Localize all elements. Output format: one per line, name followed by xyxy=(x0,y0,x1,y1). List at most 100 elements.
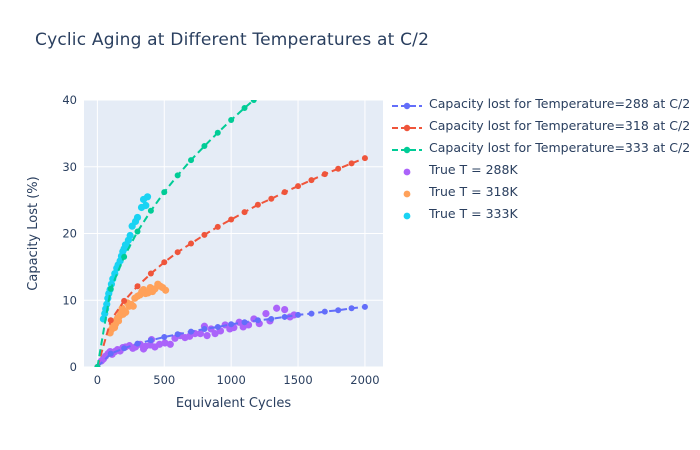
fit-line-marker xyxy=(161,333,168,340)
fit-line-marker xyxy=(268,315,275,322)
legend-item-label: True T = 318K xyxy=(429,183,518,199)
fit-line-marker xyxy=(94,364,101,367)
fit-line-marker xyxy=(250,100,257,103)
fit-line-marker xyxy=(174,172,181,179)
x-tick-label: 500 xyxy=(153,373,175,387)
legend-item-fit-318[interactable]: Capacity lost for Temperature=318 at C/2 xyxy=(390,114,695,136)
scatter-point xyxy=(273,304,281,312)
fit-line-marker xyxy=(241,319,248,326)
legend-item-label: Capacity lost for Temperature=333 at C/2 xyxy=(429,139,691,155)
fit-line-marker xyxy=(254,317,261,324)
y-axis-title: Capacity Lost (%) xyxy=(26,176,41,290)
fit-line-marker xyxy=(121,253,128,260)
scatter-series-333k xyxy=(99,193,152,323)
chart-title: Cyclic Aging at Different Temperatures a… xyxy=(35,30,430,50)
fit-line-marker xyxy=(361,303,368,310)
legend-item-label: True T = 288K xyxy=(429,161,518,177)
fit-line-marker xyxy=(241,209,248,216)
scatter-point xyxy=(281,305,289,314)
scatter-point xyxy=(196,330,204,338)
fit-line-marker xyxy=(121,345,128,352)
fit-line-marker xyxy=(214,129,221,136)
fit-line-marker xyxy=(295,311,302,318)
scatter-point xyxy=(262,310,270,318)
fit-line-marker xyxy=(308,177,315,184)
fit-line-marker xyxy=(295,183,302,190)
legend-item-true-318[interactable]: True T = 318K xyxy=(390,180,695,202)
legend-item-fit-333[interactable]: Capacity lost for Temperature=333 at C/2 xyxy=(390,136,695,158)
scatter-point xyxy=(211,330,219,338)
legend-item-label: True T = 333K xyxy=(429,205,518,221)
fit-line-marker xyxy=(281,189,288,196)
scatter-point xyxy=(122,308,130,316)
data-layer xyxy=(94,100,368,367)
legend-line-symbol-318 xyxy=(390,119,424,132)
fit-line-marker xyxy=(335,165,342,172)
scatter-point xyxy=(129,302,137,310)
legend-item-true-288[interactable]: True T = 288K xyxy=(390,158,695,180)
fit-line-marker xyxy=(201,231,208,238)
y-tick-label: 0 xyxy=(70,360,77,374)
fit-line-marker xyxy=(268,195,275,202)
fit-line-marker xyxy=(134,283,141,290)
fit-line-marker xyxy=(214,323,221,330)
fit-line-marker xyxy=(121,297,128,304)
fit-line-marker xyxy=(188,157,195,164)
legend-line-symbol-333 xyxy=(390,141,424,154)
scatter-point xyxy=(143,193,152,201)
y-tick-label: 30 xyxy=(62,160,77,174)
fit-line-marker xyxy=(107,350,114,357)
scatter-point xyxy=(166,340,174,348)
fit-line-marker xyxy=(147,270,154,277)
scatter-series-318k xyxy=(106,280,170,337)
fit-line-marker xyxy=(361,155,368,162)
fit-line-marker xyxy=(321,171,328,178)
legend-item-fit-288[interactable]: Capacity lost for Temperature=288 at C/2 xyxy=(390,92,695,114)
legend-item-label: Capacity lost for Temperature=288 at C/2 xyxy=(429,95,691,111)
fit-line-marker xyxy=(147,337,154,344)
fit-line-marker xyxy=(201,325,208,332)
tick-labels: 0 500 1000 1500 2000 0 10 20 30 40 xyxy=(62,93,379,387)
legend-item-true-333[interactable]: True T = 333K xyxy=(390,202,695,224)
scatter-point xyxy=(126,231,134,240)
fit-line-marker xyxy=(174,331,181,338)
fit-line-marker xyxy=(214,223,221,230)
gridlines xyxy=(84,99,383,368)
fit-line-marker xyxy=(174,249,181,256)
fit-line-marker xyxy=(335,307,342,314)
fit-line-marker xyxy=(254,201,261,208)
legend-line-symbol-288 xyxy=(390,97,424,110)
legend-marker-symbol-318 xyxy=(390,185,424,198)
x-tick-label: 2000 xyxy=(350,373,379,387)
scatter-point xyxy=(133,213,142,222)
scatter-point xyxy=(203,332,211,340)
fit-line-2882 xyxy=(94,303,368,367)
legend-marker-symbol-333 xyxy=(390,207,424,220)
x-tick-label: 0 xyxy=(94,373,101,387)
y-tick-label: 40 xyxy=(62,93,77,107)
y-tick-label: 10 xyxy=(62,293,77,307)
fit-line-marker xyxy=(161,189,168,196)
x-tick-label: 1500 xyxy=(283,373,312,387)
fit-line-marker xyxy=(134,228,141,235)
fit-line-marker xyxy=(107,285,114,292)
fit-line-marker xyxy=(281,313,288,320)
y-tick-label: 20 xyxy=(62,227,77,241)
scatter-point xyxy=(162,286,170,294)
fit-line-marker xyxy=(308,310,315,317)
fit-line-marker xyxy=(321,308,328,315)
fit-line-marker xyxy=(348,305,355,312)
fit-line-marker xyxy=(188,328,195,335)
fit-line-marker xyxy=(188,240,195,247)
fit-line-marker xyxy=(228,321,235,328)
fit-line-marker xyxy=(348,160,355,167)
fit-line-marker xyxy=(147,207,154,214)
fit-line-marker xyxy=(134,340,141,347)
fit-line-3332 xyxy=(94,100,257,367)
legend-item-label: Capacity lost for Temperature=318 at C/2 xyxy=(429,117,691,133)
fit-line-marker xyxy=(107,317,114,324)
fit-line-marker xyxy=(241,105,248,112)
fit-line-marker xyxy=(228,117,235,124)
